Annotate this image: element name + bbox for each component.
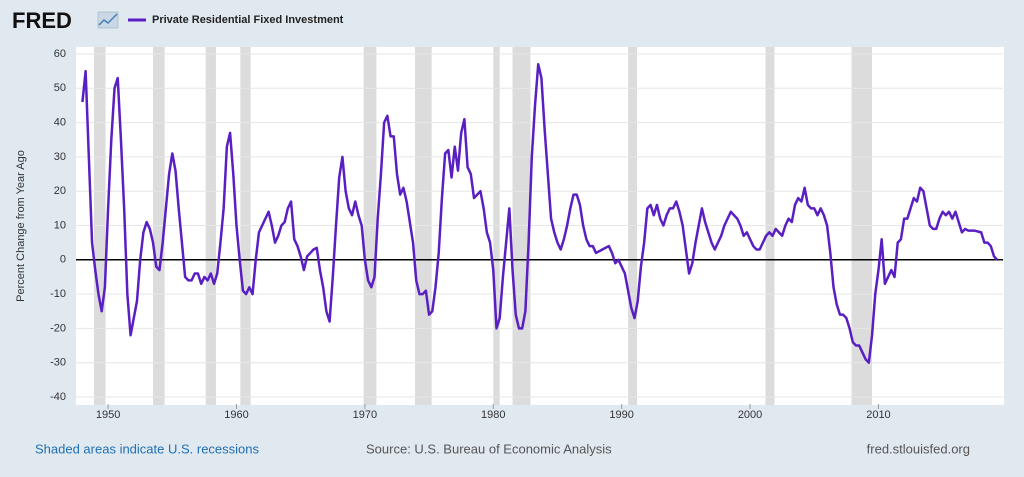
y-tick-label: 0: [60, 254, 66, 266]
x-tick-label: 2010: [866, 409, 890, 421]
y-axis-label: Percent Change from Year Ago: [15, 150, 27, 302]
plot-layer: [76, 47, 1003, 405]
y-tick-label: -10: [50, 288, 66, 300]
y-tick-label: 60: [54, 48, 66, 60]
recession-note[interactable]: Shaded areas indicate U.S. recessions: [35, 441, 260, 456]
x-tick-label: 2000: [738, 409, 762, 421]
y-tick-label: 40: [54, 117, 66, 129]
x-tick-label: 1990: [609, 409, 633, 421]
logo-icon: [97, 11, 119, 29]
y-tick-label: 20: [54, 185, 66, 197]
x-tick-label: 1950: [96, 409, 120, 421]
logo: FRED: [12, 8, 72, 33]
y-tick-label: 50: [54, 82, 66, 94]
y-tick-label: -20: [50, 322, 66, 334]
y-tick-label: 10: [54, 219, 66, 231]
x-tick-label: 1970: [353, 409, 377, 421]
x-tick-label: 1960: [224, 409, 248, 421]
series-line: [81, 63, 999, 364]
legend-label: Private Residential Fixed Investment: [152, 14, 344, 26]
y-tick-label: -30: [50, 357, 66, 369]
x-tick-label: 1980: [481, 409, 505, 421]
source: Source: U.S. Bureau of Economic Analysis: [366, 441, 612, 456]
url: fred.stlouisfed.org: [867, 441, 970, 456]
y-tick-label: -40: [50, 391, 66, 403]
y-tick-label: 30: [54, 151, 66, 163]
